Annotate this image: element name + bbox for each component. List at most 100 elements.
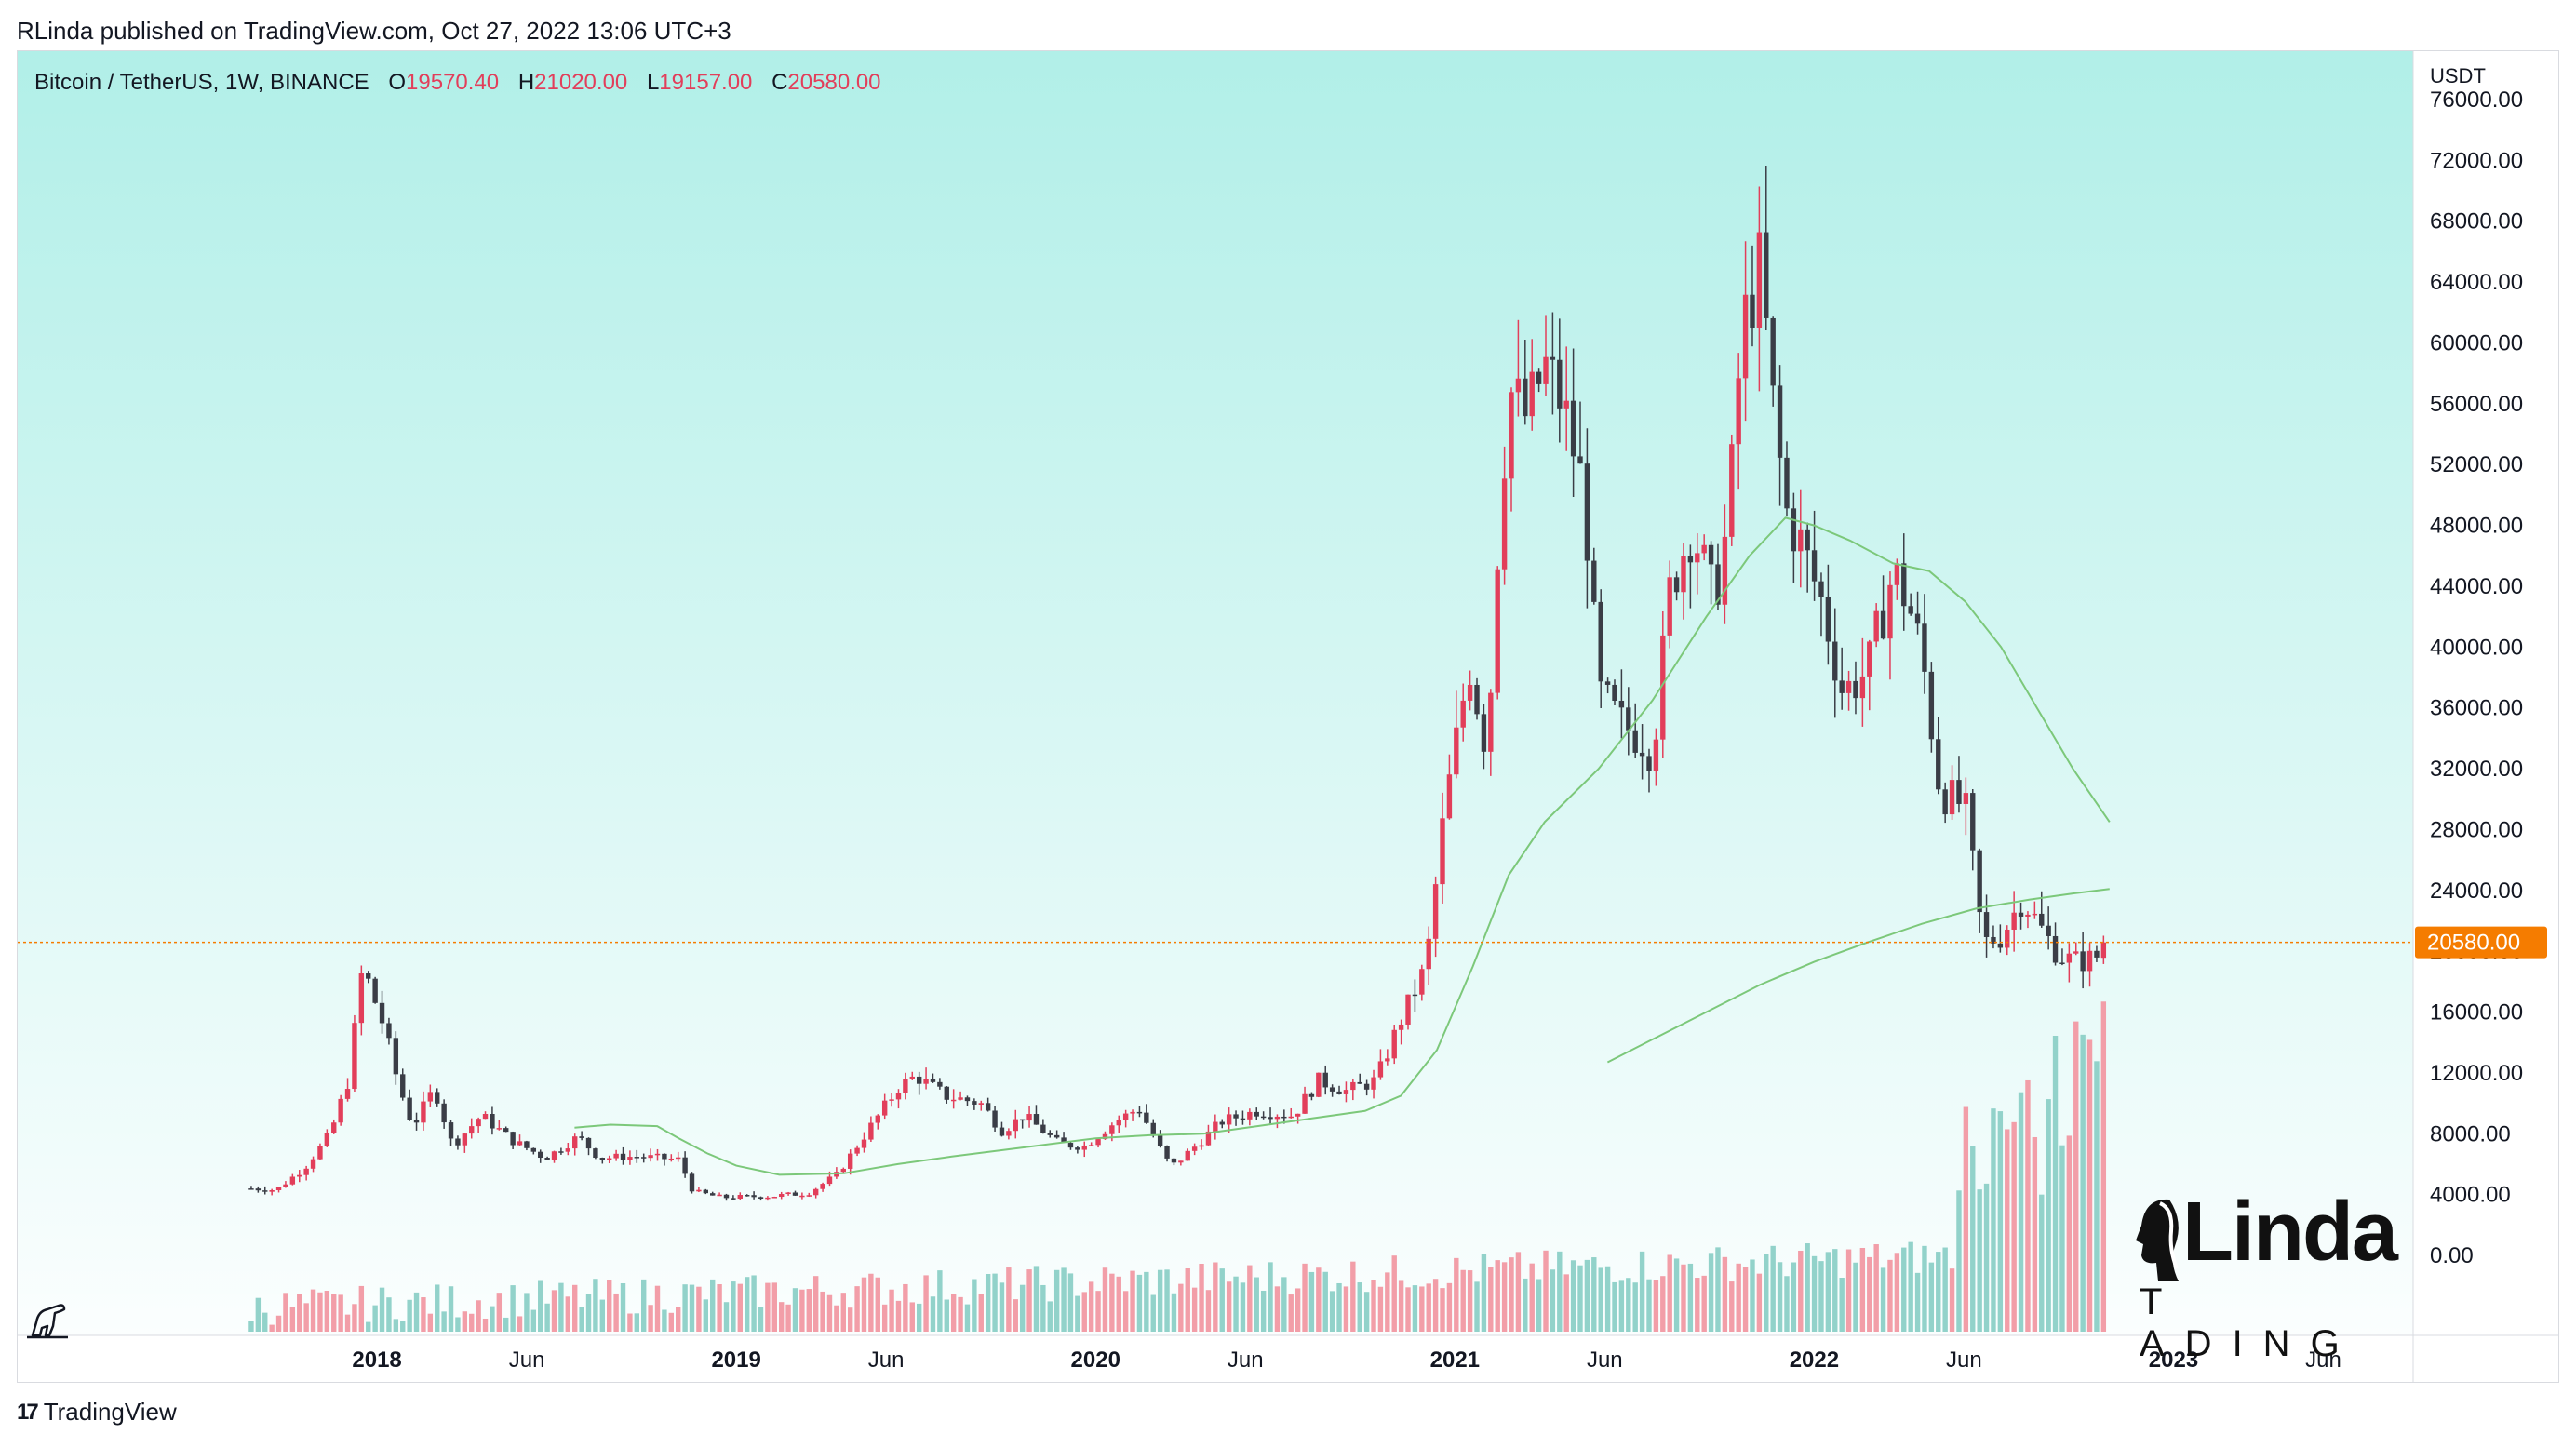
volume-bar (1977, 1189, 1982, 1332)
price-chart[interactable]: USDT 0.00 4000.00 8000.00 12000.00 16000.00 2… (18, 51, 2559, 1383)
candle-body (1426, 938, 1431, 970)
volume-bar (641, 1279, 647, 1332)
candle-body (1164, 1146, 1170, 1159)
candle-body (421, 1101, 426, 1123)
candle-body (366, 973, 371, 979)
volume-bar (1460, 1269, 1466, 1332)
volume-bar (854, 1286, 860, 1332)
volume-bar (2025, 1079, 2031, 1332)
candle-body (1295, 1113, 1301, 1117)
candle-body (510, 1132, 516, 1146)
volume-bar (1715, 1247, 1721, 1332)
candle-body (1274, 1116, 1281, 1120)
volume-bar (572, 1284, 578, 1332)
volume-bar (1308, 1271, 1315, 1332)
price-tick-label: 0.00 (2430, 1243, 2474, 1268)
volume-bar (2059, 1145, 2065, 1332)
candle-body (930, 1079, 936, 1082)
volume-bar (1791, 1262, 1797, 1332)
candle-body (448, 1122, 454, 1139)
candle-body (1894, 563, 1900, 585)
volume-bar (1570, 1260, 1576, 1332)
volume-bars (248, 1001, 2107, 1332)
volume-bar (1385, 1272, 1390, 1332)
chart-legend[interactable]: Bitcoin / TetherUS, 1W, BINANCE O19570.4… (34, 70, 881, 96)
volume-bar (1329, 1291, 1335, 1332)
candle-body (2039, 913, 2045, 926)
tradingview-brand[interactable]: 17 TradingView (17, 1398, 177, 1427)
volume-bar (799, 1289, 805, 1332)
candle-body (1681, 556, 1686, 593)
price-tick-label: 8000.00 (2430, 1121, 2511, 1146)
candle-body (1901, 563, 1907, 607)
volume-bar (1281, 1277, 1287, 1332)
volume-bar (1350, 1261, 1356, 1332)
candle-body (441, 1103, 447, 1123)
volume-bar (538, 1280, 543, 1332)
candle-body (1144, 1112, 1149, 1123)
candle-body (565, 1148, 571, 1152)
candle-body (358, 973, 365, 1024)
volume-bar (607, 1280, 612, 1332)
candle-body (324, 1133, 330, 1146)
price-tick-label: 76000.00 (2430, 87, 2523, 113)
candle-body (1350, 1081, 1356, 1091)
volume-bar (344, 1314, 351, 1332)
volume-bar (1818, 1261, 1824, 1332)
candle-body (1550, 356, 1556, 360)
volume-bar (1233, 1276, 1239, 1332)
volume-bar (1550, 1269, 1556, 1332)
volume-bar (950, 1294, 957, 1332)
candle-body (1398, 1024, 1404, 1030)
candle-body (1199, 1145, 1204, 1147)
volume-bar (613, 1293, 619, 1332)
candle-body (1095, 1139, 1101, 1146)
candle-body (2066, 953, 2073, 963)
candle-body (1440, 818, 1445, 885)
candle-body (1088, 1145, 1094, 1146)
volume-bar (1591, 1257, 1597, 1332)
volume-bar (421, 1297, 426, 1332)
volume-bar (393, 1319, 399, 1332)
volume-bar (1722, 1256, 1728, 1332)
volume-bar (283, 1293, 288, 1332)
price-tick-label: 68000.00 (2430, 209, 2523, 235)
volume-bar (1495, 1260, 1500, 1332)
candle-body (1405, 994, 1411, 1025)
chart-panel[interactable]: USDT 0.00 4000.00 8000.00 12000.00 16000.00 2… (17, 50, 2559, 1383)
volume-bar (1053, 1269, 1060, 1332)
candle-body (1109, 1125, 1115, 1134)
dinosaur-icon[interactable] (27, 1304, 68, 1339)
volume-bar (1626, 1278, 1631, 1332)
candle-body (744, 1195, 750, 1197)
volume-bar (627, 1313, 633, 1332)
candle-body (1081, 1145, 1087, 1150)
candle-body (1618, 701, 1625, 708)
time-axis[interactable]: 2018 Jun 2019 Jun 2020 Jun 2021 Jun 2022 Jun 2023 J… (352, 1347, 2341, 1373)
price-tick-label: 36000.00 (2430, 696, 2523, 721)
candle-body (1853, 680, 1858, 699)
candle-body (1460, 700, 1466, 728)
candle-body (1019, 1119, 1026, 1121)
volume-bar (1088, 1281, 1094, 1332)
open-value: 19570.40 (406, 70, 500, 95)
candle-body (937, 1081, 943, 1087)
volume-bar (1701, 1275, 1707, 1332)
volume-bar (792, 1288, 798, 1332)
volume-bar (1618, 1280, 1625, 1332)
volume-bar (558, 1282, 564, 1332)
symbol-title[interactable]: Bitcoin / TetherUS, 1W, BINANCE (34, 70, 369, 95)
candle-body (1660, 635, 1666, 740)
volume-bar (1598, 1267, 1603, 1332)
candle-body (799, 1195, 805, 1198)
candle-body (1515, 378, 1522, 393)
volume-bar (1150, 1294, 1156, 1332)
candle-body (627, 1157, 633, 1160)
candle-body (723, 1194, 730, 1199)
volume-bar (2011, 1121, 2017, 1332)
candle-body (1756, 232, 1763, 328)
price-axis-background[interactable] (2413, 51, 2559, 1335)
volume-bar (1343, 1286, 1349, 1332)
volume-bar (2066, 1135, 2073, 1332)
candle-body (1432, 884, 1439, 939)
